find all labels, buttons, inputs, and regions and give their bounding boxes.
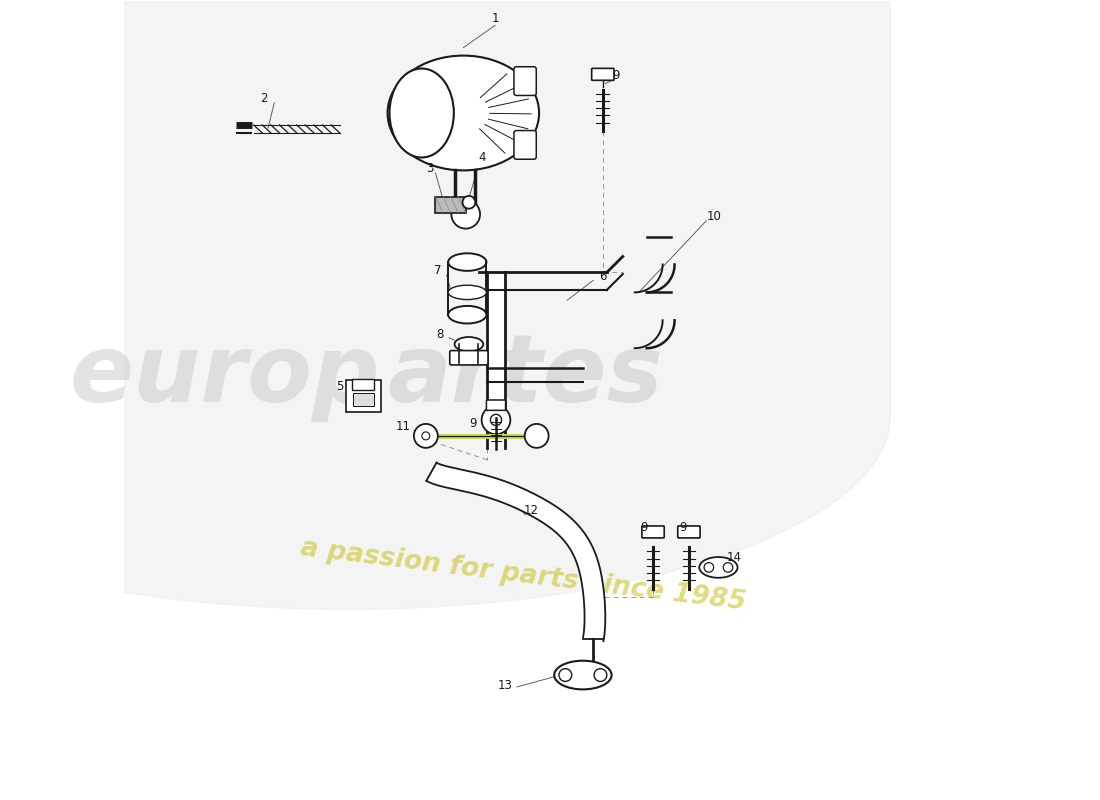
Text: 11: 11 [396,420,411,433]
Circle shape [451,200,480,229]
Text: 6: 6 [600,270,606,283]
Text: 1: 1 [492,13,499,26]
Ellipse shape [448,254,486,271]
Circle shape [414,424,438,448]
Text: 10: 10 [707,210,722,223]
Circle shape [422,432,430,440]
Text: 9: 9 [469,418,476,430]
Polygon shape [427,462,605,642]
FancyBboxPatch shape [346,380,382,412]
Text: 5: 5 [337,380,343,393]
FancyBboxPatch shape [352,379,374,390]
Circle shape [462,196,475,209]
Text: 14: 14 [727,551,741,564]
Circle shape [594,669,607,682]
Circle shape [491,414,502,426]
Text: 9: 9 [679,521,686,534]
Circle shape [559,669,572,682]
FancyBboxPatch shape [514,130,537,159]
Ellipse shape [700,557,738,578]
FancyBboxPatch shape [450,350,488,365]
Text: 9: 9 [640,521,648,534]
Circle shape [723,562,733,572]
Circle shape [704,562,714,572]
Circle shape [525,424,549,448]
FancyBboxPatch shape [486,400,506,410]
Bar [353,393,374,406]
FancyBboxPatch shape [678,526,700,538]
Ellipse shape [387,55,539,170]
Bar [436,197,465,213]
Ellipse shape [554,661,612,690]
Text: 4: 4 [477,151,485,164]
Text: 3: 3 [426,162,433,175]
Text: europ: europ [69,330,380,422]
Text: artes: artes [387,330,663,422]
Text: 9: 9 [612,69,619,82]
Ellipse shape [448,286,486,299]
Text: 2: 2 [261,92,267,105]
FancyBboxPatch shape [592,68,614,80]
Ellipse shape [454,337,483,351]
Text: 7: 7 [434,264,441,278]
Text: a passion for parts since 1985: a passion for parts since 1985 [299,535,747,616]
Ellipse shape [389,69,454,158]
FancyBboxPatch shape [514,66,537,95]
Text: 13: 13 [498,679,513,692]
Circle shape [482,406,510,434]
FancyBboxPatch shape [642,526,664,538]
Text: 12: 12 [524,503,539,517]
Ellipse shape [448,306,486,323]
Text: 8: 8 [437,328,444,341]
